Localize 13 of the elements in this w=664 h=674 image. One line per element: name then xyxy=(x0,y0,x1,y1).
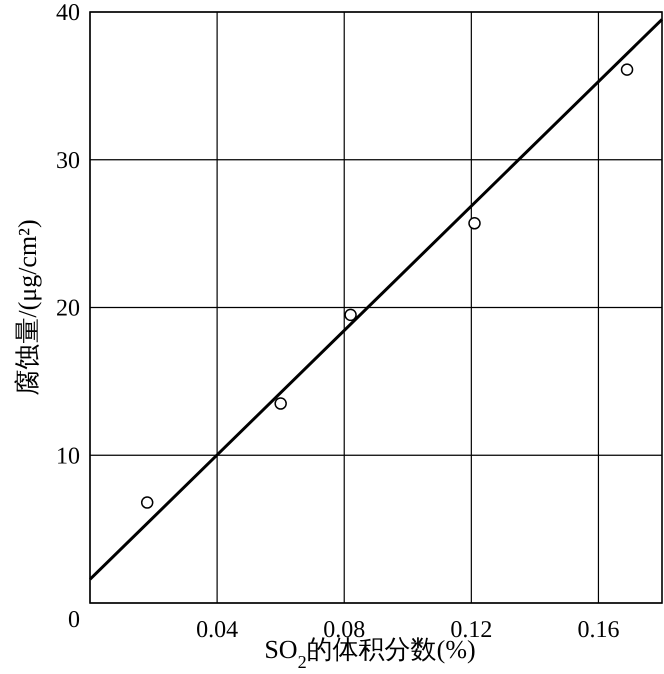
point xyxy=(620,63,634,76)
y-tick-label: 0 xyxy=(68,607,80,633)
x-tick-label: 0.16 xyxy=(577,617,620,643)
y-tick-label: 10 xyxy=(56,443,80,470)
y-axis-title: 腐蚀量/(μg/cm²) xyxy=(13,219,42,396)
x-tick-label: 0.04 xyxy=(196,617,238,643)
point xyxy=(344,308,357,322)
y-tick-label: 30 xyxy=(56,148,80,174)
y-tick-label: 20 xyxy=(56,296,80,322)
point xyxy=(274,397,287,410)
point xyxy=(140,496,154,509)
point xyxy=(468,217,481,230)
y-tick-label: 40 xyxy=(56,0,80,26)
